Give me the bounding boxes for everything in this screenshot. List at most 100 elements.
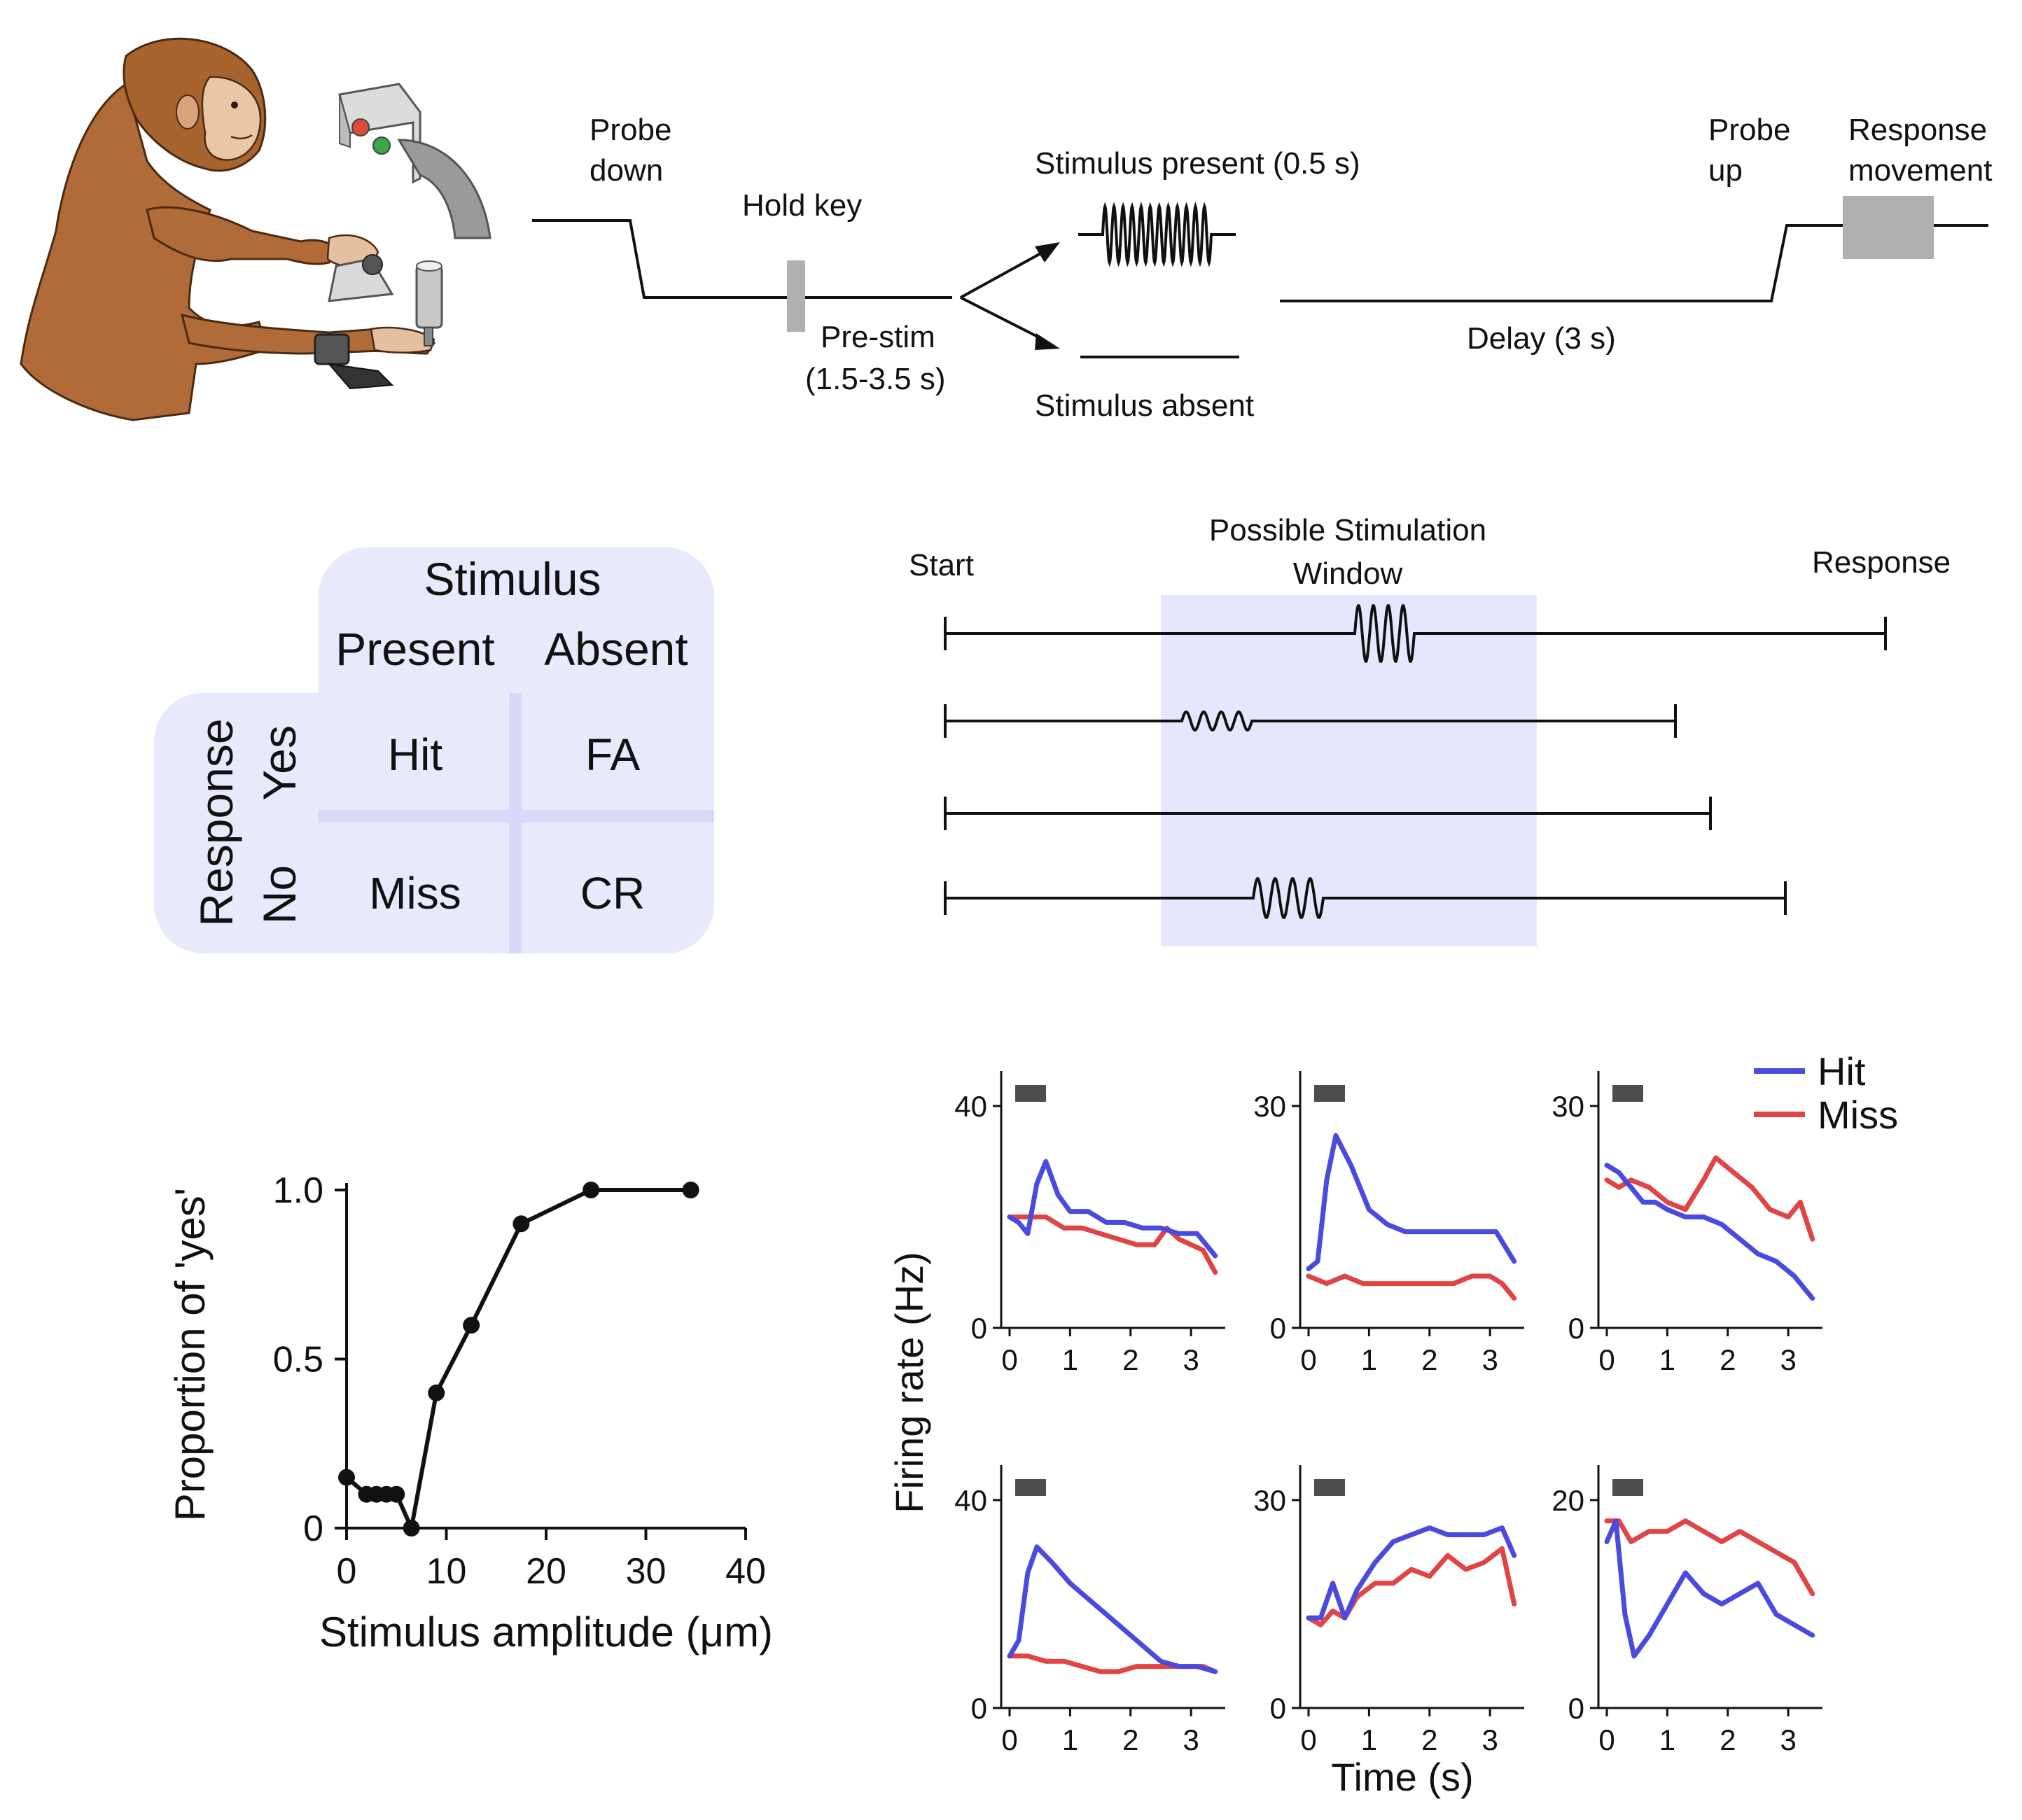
probe-down-label: Probe down	[590, 113, 671, 188]
panel-x-tick-label: 0	[1001, 1343, 1017, 1376]
table-cell-cr: CR	[580, 868, 645, 918]
panel-y-tick-label: 0	[1568, 1312, 1584, 1345]
panel-x-tick-label: 3	[1183, 1343, 1199, 1376]
pre-stim-label: Pre-stim	[821, 320, 935, 354]
panel-x-tick-label: 0	[1001, 1723, 1017, 1756]
panel-y-tick-label: 0	[1270, 1312, 1286, 1345]
stimulus-period-bar	[1612, 1479, 1643, 1496]
panel-x-tick-label: 1	[1361, 1343, 1377, 1376]
panel-x-tick-label: 1	[1062, 1343, 1078, 1376]
panel-x-tick-label: 0	[1598, 1723, 1615, 1756]
firing-panel: 0 1 2 3 0 40	[954, 1071, 1225, 1376]
psych-point	[463, 1317, 480, 1334]
stimulus-period-bar	[1314, 1085, 1345, 1102]
stimulus-period-bar	[1314, 1479, 1345, 1496]
trial-line	[945, 710, 1675, 732]
response-movement-marker	[1843, 196, 1934, 259]
series-line-miss	[1604, 1518, 1815, 1597]
panel-x-tick-label: 2	[1122, 1723, 1138, 1756]
response-movement-label: Response movement	[1848, 113, 1992, 188]
stimulus-period-bar	[1612, 1085, 1643, 1102]
firing-y-title: Firing rate (Hz)	[887, 1252, 931, 1513]
delay-label: Delay (3 s)	[1467, 321, 1616, 356]
arrow-down-line	[960, 296, 1044, 341]
series-line-hit	[1604, 1163, 1815, 1301]
stimulation-window	[1161, 595, 1537, 946]
table-cell-fa: FA	[585, 729, 641, 780]
panel-y-tick-label: 20	[1552, 1484, 1584, 1517]
firing-panel: 0 1 2 3 0 40	[954, 1465, 1225, 1756]
contingency-table: Stimulus Present Absent Response Yes No …	[154, 547, 714, 953]
window-title-line2: Window	[1293, 556, 1403, 591]
panel-x-tick-label: 2	[1122, 1343, 1138, 1376]
panel-y-tick-label: 40	[954, 1484, 987, 1517]
probe-up-label: Probe up	[1708, 113, 1790, 188]
table-cell-miss: Miss	[369, 868, 461, 918]
panel-y-tick-label: 30	[1552, 1090, 1584, 1123]
panel-x-tick-label: 3	[1780, 1343, 1796, 1376]
stimulus-period-bar	[1015, 1085, 1046, 1102]
table-cell-hit: Hit	[388, 729, 442, 780]
table-no-header: No	[253, 865, 305, 924]
series-line-miss	[1306, 1273, 1517, 1301]
firing-x-title: Time (s)	[1331, 1755, 1473, 1799]
panel-y-tick-label: 0	[971, 1312, 987, 1345]
psych-y-tick-label: 0	[303, 1508, 323, 1549]
panel-y-tick-label: 0	[1568, 1692, 1584, 1725]
series-line-hit	[1007, 1158, 1218, 1259]
stimulus-present-label: Stimulus present (0.5 s)	[1035, 146, 1360, 181]
panel-y-tick-label: 30	[1253, 1484, 1286, 1517]
table-response-block	[154, 693, 714, 953]
series-line-hit	[1306, 1525, 1517, 1620]
firing-panel: 0 1 2 3 0 20	[1552, 1465, 1822, 1756]
series-line-miss	[1306, 1546, 1517, 1628]
psych-x-tick-label: 20	[526, 1551, 566, 1592]
panel-y-tick-label: 0	[971, 1692, 987, 1725]
panel-y-tick-label: 30	[1253, 1090, 1286, 1123]
panel-x-tick-label: 1	[1659, 1723, 1675, 1756]
series-line-hit	[1007, 1544, 1218, 1674]
series-line-miss	[1007, 1653, 1218, 1674]
trial-lines	[944, 604, 1887, 919]
arrow-up-head	[1035, 242, 1060, 262]
table-vertical-divider	[509, 693, 522, 953]
task-timeline: Probe down Hold key Pre-stim (1.5-3.5 s) …	[532, 113, 1992, 423]
stimulus-period-bar	[1015, 1479, 1046, 1496]
panel-x-tick-label: 3	[1481, 1723, 1498, 1756]
table-response-header: Response	[190, 718, 242, 926]
table-horizontal-divider	[319, 810, 714, 822]
pre-stim-range-label: (1.5-3.5 s)	[805, 362, 946, 396]
start-label: Start	[909, 548, 974, 582]
psych-point	[513, 1215, 530, 1233]
psych-y-tick-label: 0.5	[273, 1340, 323, 1380]
table-present-header: Present	[335, 623, 494, 675]
psych-y-title: Proportion of 'yes'	[167, 1188, 214, 1521]
psych-curve	[345, 1188, 691, 1536]
psychometric-chart: 0 10 20 30 40 0 0.5 1.0 Stimulus amplitude (μm) P…	[167, 1170, 773, 1656]
psych-point	[428, 1384, 445, 1401]
series-line-hit	[1604, 1518, 1815, 1659]
psych-point	[583, 1182, 600, 1198]
psych-point	[403, 1520, 420, 1536]
panel-y-tick-label: 40	[954, 1090, 987, 1123]
monkey-illustration	[20, 37, 491, 421]
panel-x-tick-label: 3	[1481, 1343, 1498, 1376]
psych-x-tick-label: 0	[337, 1551, 357, 1592]
panel-x-tick-label: 2	[1720, 1723, 1736, 1756]
window-title-line1: Possible Stimulation	[1209, 513, 1486, 547]
panel-x-tick-label: 2	[1720, 1343, 1736, 1376]
panel-x-tick-label: 0	[1598, 1343, 1615, 1376]
psych-x-tick-label: 40	[725, 1551, 766, 1592]
panel-x-tick-label: 3	[1183, 1723, 1199, 1756]
trial-line	[945, 604, 1885, 663]
panel-x-tick-label: 1	[1659, 1343, 1675, 1376]
legend-label: Hit	[1818, 1049, 1866, 1093]
arrow-down-head	[1035, 333, 1060, 350]
series-line-miss	[1007, 1214, 1218, 1275]
series-line-miss	[1604, 1155, 1815, 1242]
panel-x-tick-label: 1	[1361, 1723, 1377, 1756]
